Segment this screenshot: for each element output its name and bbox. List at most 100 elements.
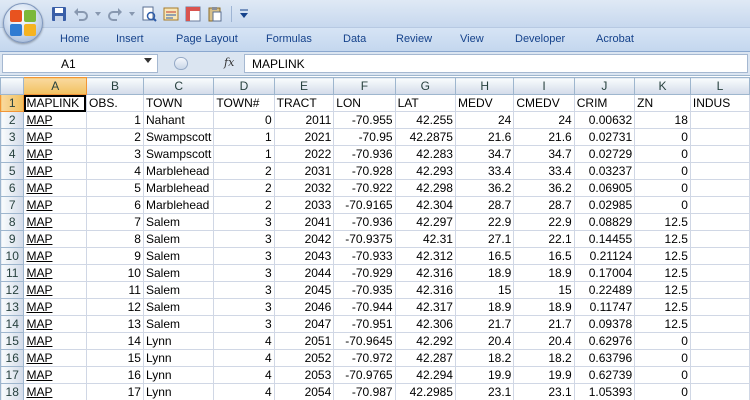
column-title-cell[interactable]: MAPLINK <box>23 94 87 112</box>
table-cell[interactable]: 42.293 <box>394 162 456 180</box>
table-cell[interactable]: 4 <box>85 162 144 180</box>
table-cell[interactable] <box>689 128 750 146</box>
table-cell[interactable]: 28.7 <box>513 196 575 214</box>
table-cell[interactable]: 16.5 <box>454 247 515 265</box>
table-cell[interactable]: 36.2 <box>513 179 575 197</box>
table-cell[interactable]: 18.2 <box>513 349 575 367</box>
table-cell[interactable]: 42.304 <box>394 196 456 214</box>
table-cell[interactable]: 0.02985 <box>573 196 636 214</box>
table-cell[interactable]: 21.7 <box>454 315 515 333</box>
table-cell[interactable] <box>689 179 750 197</box>
table-cell[interactable] <box>689 162 750 180</box>
table-cell[interactable]: 2044 <box>273 264 335 282</box>
table-cell[interactable]: Salem <box>142 298 215 316</box>
table-cell[interactable]: -70.936 <box>333 213 396 231</box>
table-cell[interactable]: 12.5 <box>634 264 691 282</box>
table-cell[interactable]: 3 <box>213 298 275 316</box>
table-cell[interactable]: 9 <box>85 247 144 265</box>
tab-insert[interactable]: Insert <box>116 33 144 45</box>
table-cell[interactable]: 19.9 <box>513 366 575 384</box>
table-cell[interactable]: 3 <box>213 213 275 231</box>
customize-toolbar-icon[interactable] <box>239 5 249 23</box>
insert-function-button[interactable]: fx <box>224 56 235 69</box>
undo-icon[interactable] <box>72 5 90 23</box>
table-cell[interactable]: 4 <box>213 383 275 400</box>
row-header[interactable]: 6 <box>0 179 25 197</box>
formula-input[interactable]: MAPLINK <box>244 54 748 73</box>
table-cell[interactable]: 2041 <box>273 213 335 231</box>
table-cell[interactable]: 42.316 <box>394 264 456 282</box>
table-cell[interactable]: Marblehead <box>142 179 215 197</box>
row-header[interactable]: 5 <box>0 162 25 180</box>
column-title-cell[interactable]: TOWN <box>142 94 215 112</box>
table-cell[interactable]: -70.951 <box>333 315 396 333</box>
table-cell[interactable]: 0 <box>634 145 691 163</box>
column-header-f[interactable]: F <box>333 77 396 95</box>
table-cell[interactable]: -70.944 <box>333 298 396 316</box>
table-cell[interactable]: Marblehead <box>142 196 215 214</box>
table-cell[interactable]: 34.7 <box>454 145 515 163</box>
tab-view[interactable]: View <box>460 33 484 45</box>
table-cell[interactable]: 15 <box>513 281 575 299</box>
table-cell[interactable]: Salem <box>142 264 215 282</box>
table-cell[interactable]: 20.4 <box>454 332 515 350</box>
column-title-cell[interactable]: CRIM <box>573 94 636 112</box>
table-cell[interactable]: 3 <box>213 315 275 333</box>
table-cell[interactable]: 0 <box>634 383 691 400</box>
table-cell[interactable]: 0.02731 <box>573 128 636 146</box>
table-cell[interactable]: 0.21124 <box>573 247 636 265</box>
column-title-cell[interactable]: ZN <box>634 94 691 112</box>
table-cell[interactable] <box>689 366 750 384</box>
table-cell[interactable]: 0 <box>634 128 691 146</box>
row-header[interactable]: 18 <box>0 383 25 400</box>
table-cell[interactable]: 0.62976 <box>573 332 636 350</box>
column-header-l[interactable]: L <box>689 77 750 95</box>
tab-review[interactable]: Review <box>396 33 433 45</box>
column-header-b[interactable]: B <box>85 77 144 95</box>
table-cell[interactable]: 0.63796 <box>573 349 636 367</box>
map-link[interactable]: MAP <box>23 179 87 197</box>
table-cell[interactable]: 0.08829 <box>573 213 636 231</box>
table-cell[interactable]: 18.2 <box>454 349 515 367</box>
row-header[interactable]: 4 <box>0 145 25 163</box>
table-cell[interactable] <box>689 332 750 350</box>
table-cell[interactable]: 0.22489 <box>573 281 636 299</box>
save-icon[interactable] <box>50 5 68 23</box>
tab-acrobat[interactable]: Acrobat <box>596 33 634 45</box>
table-cell[interactable]: 18.9 <box>513 264 575 282</box>
table-cell[interactable]: 3 <box>85 145 144 163</box>
table-cell[interactable]: Lynn <box>142 366 215 384</box>
table-cell[interactable]: 20.4 <box>513 332 575 350</box>
table-cell[interactable]: 0 <box>634 179 691 197</box>
table-cell[interactable]: 1.05393 <box>573 383 636 400</box>
table-cell[interactable]: 10 <box>85 264 144 282</box>
table-cell[interactable]: -70.987 <box>333 383 396 400</box>
table-cell[interactable]: 2043 <box>273 247 335 265</box>
table-cell[interactable]: 4 <box>213 332 275 350</box>
column-header-c[interactable]: C <box>142 77 215 95</box>
table-cell[interactable]: 3 <box>213 281 275 299</box>
table-cell[interactable]: 42.317 <box>394 298 456 316</box>
map-link[interactable]: MAP <box>23 332 87 350</box>
table-cell[interactable]: Salem <box>142 315 215 333</box>
table-cell[interactable]: 0.06905 <box>573 179 636 197</box>
table-cell[interactable]: 0.09378 <box>573 315 636 333</box>
table-cell[interactable] <box>689 383 750 400</box>
table-cell[interactable]: -70.922 <box>333 179 396 197</box>
table-cell[interactable]: 3 <box>213 264 275 282</box>
table-cell[interactable]: 0 <box>634 196 691 214</box>
table-cell[interactable]: 15 <box>454 281 515 299</box>
table-cell[interactable]: 3 <box>213 247 275 265</box>
table-cell[interactable] <box>689 145 750 163</box>
table-cell[interactable]: 12.5 <box>634 298 691 316</box>
table-cell[interactable]: 22.9 <box>454 213 515 231</box>
row-header[interactable]: 17 <box>0 366 25 384</box>
table-cell[interactable]: 21.6 <box>513 128 575 146</box>
table-cell[interactable]: 0 <box>634 162 691 180</box>
redo-dropdown-icon[interactable] <box>128 5 136 23</box>
map-link[interactable]: MAP <box>23 383 87 400</box>
tab-data[interactable]: Data <box>343 33 367 45</box>
table-cell[interactable]: 12 <box>85 298 144 316</box>
map-link[interactable]: MAP <box>23 281 87 299</box>
table-cell[interactable] <box>689 281 750 299</box>
